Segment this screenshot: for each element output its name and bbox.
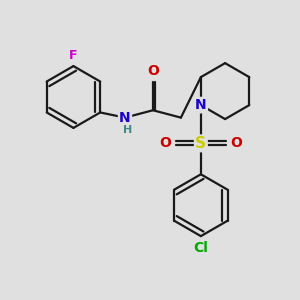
Text: O: O [230, 136, 242, 150]
Text: O: O [147, 64, 159, 78]
Text: F: F [69, 49, 78, 62]
Text: H: H [123, 125, 132, 135]
Text: S: S [195, 136, 206, 151]
Text: N: N [195, 98, 207, 112]
Text: O: O [160, 136, 171, 150]
Text: Cl: Cl [194, 241, 208, 254]
Text: N: N [119, 111, 131, 124]
